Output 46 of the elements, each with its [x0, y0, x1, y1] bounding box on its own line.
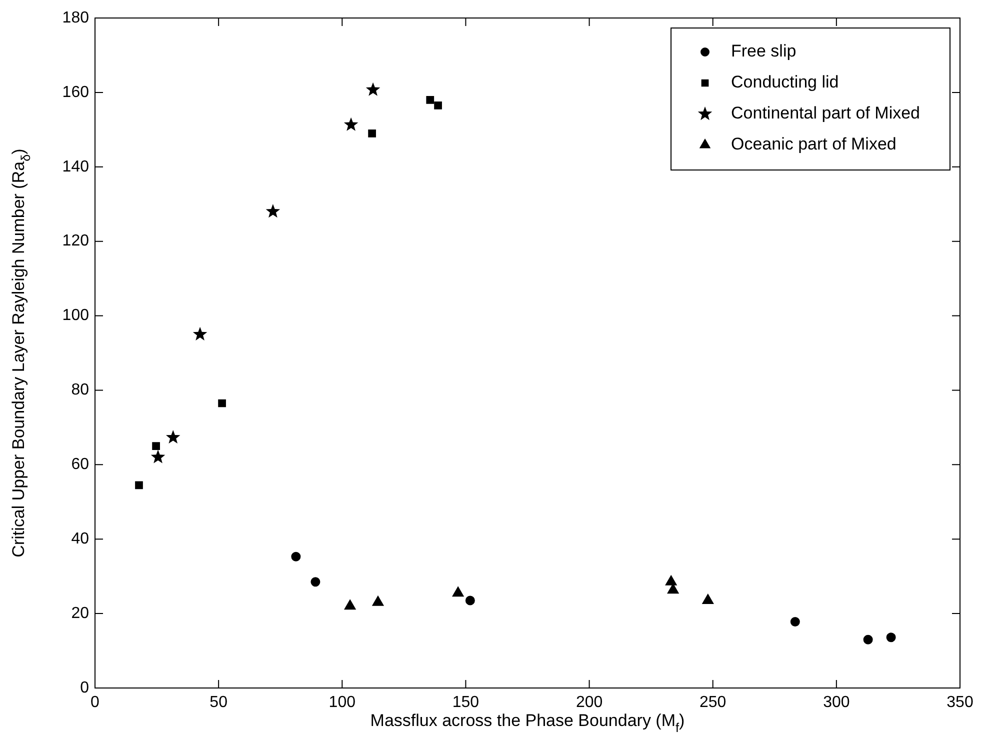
point — [291, 552, 301, 562]
y-tick-label: 20 — [71, 604, 90, 622]
point — [150, 450, 166, 464]
x-tick-label: 50 — [210, 694, 228, 712]
x-tick-label: 350 — [946, 694, 974, 712]
point — [668, 584, 679, 594]
point — [666, 576, 677, 586]
y-tick-label: 60 — [71, 456, 90, 474]
point — [368, 129, 376, 138]
legend-label: Oceanic part of Mixed — [731, 134, 896, 154]
point — [790, 616, 800, 626]
legend-label: Continental part of Mixed — [731, 104, 920, 123]
point — [372, 596, 384, 606]
point — [344, 600, 356, 610]
y-tick-label: 80 — [71, 382, 90, 399]
point — [452, 586, 464, 597]
point — [192, 326, 208, 340]
y-tick-label: 100 — [62, 307, 90, 324]
x-tick-label: 150 — [452, 694, 480, 712]
legend-label: Free slip — [731, 42, 796, 61]
point — [863, 634, 873, 644]
x-tick-label: 100 — [328, 694, 356, 712]
y-tick-label: 140 — [62, 158, 90, 176]
point — [135, 481, 143, 490]
x-tick-label: 250 — [700, 694, 726, 712]
point — [266, 204, 280, 218]
point — [344, 117, 358, 131]
point — [152, 442, 160, 450]
point — [218, 399, 226, 408]
y-tick-label: 120 — [62, 232, 90, 250]
point — [310, 577, 320, 587]
x-tick-label: 300 — [823, 694, 850, 712]
x-tick-label: 200 — [576, 694, 603, 712]
point — [886, 632, 896, 642]
point — [426, 96, 434, 104]
point — [702, 594, 714, 604]
y-tick-label: 160 — [62, 84, 90, 101]
point — [434, 102, 442, 110]
point — [366, 82, 380, 96]
point — [166, 430, 180, 444]
point — [465, 596, 475, 606]
y-tick-label: 40 — [71, 530, 90, 548]
legend-label: Conducting lid — [731, 72, 839, 92]
y-axis-title: Critical Upper Boundary Layer Rayleigh Number (Raδ) — [9, 148, 33, 558]
y-tick-label: 180 — [62, 9, 90, 26]
y-tick-label: 0 — [80, 679, 90, 696]
